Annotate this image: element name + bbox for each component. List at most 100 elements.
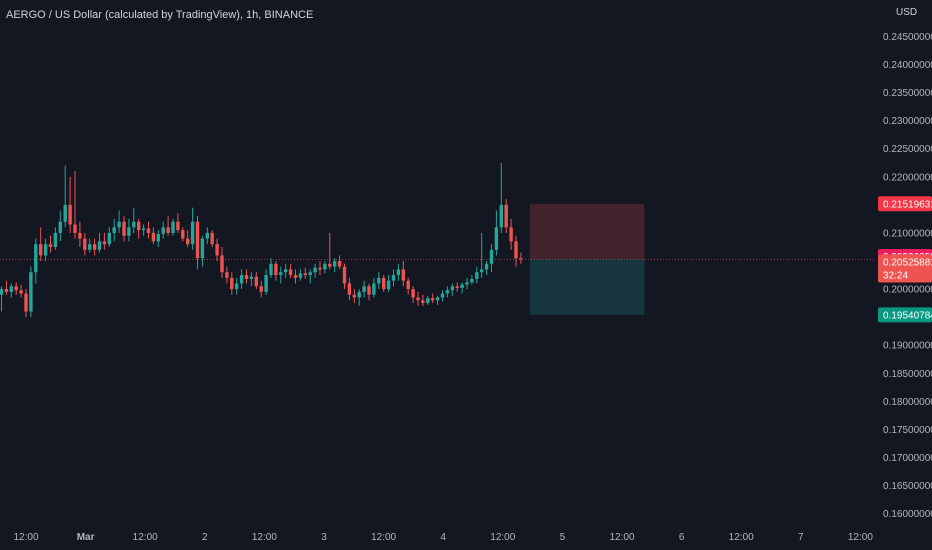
candle-body <box>377 277 381 284</box>
candle <box>470 275 474 285</box>
candle <box>421 294 425 306</box>
candle <box>9 283 13 298</box>
candle <box>239 269 244 290</box>
candle-body <box>73 224 77 233</box>
candle <box>176 213 180 233</box>
candle-body <box>225 272 229 278</box>
candle-body <box>146 228 151 233</box>
badge-background <box>878 307 932 323</box>
candle-body <box>171 221 175 233</box>
candle <box>484 261 489 276</box>
candle <box>190 207 195 250</box>
candle <box>460 282 464 294</box>
candle-body <box>308 272 312 276</box>
candle <box>97 232 102 253</box>
candle-body <box>102 241 107 245</box>
candle-body <box>200 238 205 259</box>
candle-body <box>347 283 352 295</box>
candle <box>68 176 72 233</box>
candle <box>406 277 410 295</box>
time-tick-label: 12:00 <box>729 532 754 543</box>
candle <box>220 246 224 278</box>
price-tick-label: 0.18500000 <box>883 369 932 380</box>
candle-body <box>14 286 18 291</box>
candle <box>377 272 381 290</box>
candle-body <box>293 275 298 278</box>
candle-body <box>460 284 464 288</box>
candle <box>181 227 185 242</box>
candle <box>426 295 430 305</box>
candle <box>308 269 312 284</box>
target-zone <box>529 258 645 315</box>
candle-body <box>132 221 136 228</box>
candle <box>333 258 337 273</box>
price-tick-label: 0.24000000 <box>883 60 932 71</box>
candle-body <box>68 204 72 225</box>
candle <box>489 244 494 273</box>
badge-value: 0.19540784 <box>883 310 932 321</box>
candle <box>391 269 396 287</box>
candle-body <box>205 232 209 239</box>
price-tick-label: 0.23500000 <box>883 88 932 99</box>
candle <box>117 210 121 233</box>
candle-body <box>151 232 156 242</box>
candle-body <box>137 221 141 231</box>
candle <box>78 221 82 247</box>
last-price-badge: 0.20525881 32:24 <box>878 254 932 283</box>
candle-body <box>112 227 116 233</box>
candle-body <box>288 269 293 276</box>
candle-body <box>249 276 254 279</box>
candle-body <box>484 263 489 270</box>
candle <box>288 263 293 278</box>
candle <box>499 162 503 233</box>
chart-title: AERGO / US Dollar (calculated by Trading… <box>6 9 314 21</box>
candle-body <box>431 298 435 301</box>
time-axis[interactable]: 12:00 Mar 12:00 2 12:00 3 12:00 4 12:00 5 12:00 6 12… <box>13 532 873 543</box>
time-tick-label: Mar <box>77 532 95 543</box>
price-tick-label: 0.18000000 <box>883 397 932 408</box>
candle <box>39 227 43 261</box>
candle-body <box>357 291 361 298</box>
candle-body <box>244 275 249 279</box>
candle-body <box>504 204 508 228</box>
candle <box>63 165 67 228</box>
candle-body <box>78 232 82 239</box>
price-tick-label: 0.23000000 <box>883 116 932 127</box>
currency-label[interactable]: USD <box>893 6 921 19</box>
candle <box>455 282 459 292</box>
candle <box>107 227 111 247</box>
candle-body <box>401 269 405 281</box>
candle-body <box>298 273 303 278</box>
candle-body <box>29 272 33 312</box>
candle <box>122 216 126 242</box>
candle-body <box>190 221 195 245</box>
candle <box>352 289 356 304</box>
time-tick-label: 2 <box>202 532 208 543</box>
candle <box>465 277 469 290</box>
candle <box>73 171 77 239</box>
candle-body <box>239 275 244 284</box>
candle-body <box>48 244 53 247</box>
badge-countdown: 32:24 <box>883 271 908 282</box>
candle-body <box>465 282 469 285</box>
candle <box>249 272 254 287</box>
candle-body <box>161 227 165 235</box>
candle <box>58 210 62 242</box>
price-tick-label: 0.22500000 <box>883 144 932 155</box>
candle-body <box>274 263 278 276</box>
time-tick-label: 5 <box>560 532 566 543</box>
price-tick-label: 0.19000000 <box>883 341 932 352</box>
candle-body <box>186 238 190 245</box>
time-tick-label: 12:00 <box>13 532 38 543</box>
candle-body <box>342 266 347 284</box>
time-tick-label: 6 <box>679 532 685 543</box>
candle-body <box>362 286 366 292</box>
candle <box>342 263 347 290</box>
candle-body <box>475 272 479 279</box>
candle-body <box>382 277 386 290</box>
price-tick-label: 0.21000000 <box>883 228 932 239</box>
price-tick-label: 0.20000000 <box>883 285 932 296</box>
candle-body <box>122 221 126 236</box>
